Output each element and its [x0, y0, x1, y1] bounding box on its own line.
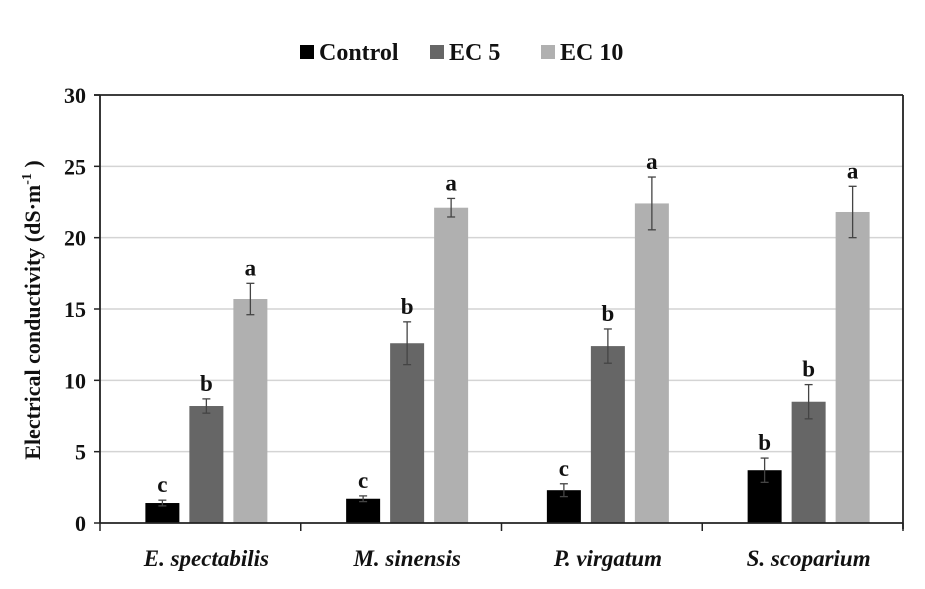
- significance-letter: b: [601, 301, 614, 326]
- bar-ec-10: [233, 299, 268, 523]
- bar-ec-5: [791, 401, 826, 523]
- bar-ec-10: [634, 203, 669, 523]
- legend-label: EC 5: [449, 40, 500, 66]
- bar-ec-10: [434, 207, 469, 523]
- legend-label: EC 10: [560, 40, 623, 66]
- y-tick-label: 15: [64, 297, 86, 322]
- bar-control: [346, 498, 381, 523]
- y-tick-label: 0: [75, 511, 86, 536]
- bar-ec-5: [590, 346, 625, 523]
- y-tick-labels: 0 5 10 15 20 25 30: [64, 83, 86, 536]
- y-tick-label: 25: [64, 154, 86, 179]
- significance-letter: c: [559, 456, 569, 481]
- y-tick-label: 5: [75, 440, 86, 465]
- legend-swatch-ec-10: [541, 45, 555, 59]
- y-tick-label: 30: [64, 83, 86, 108]
- significance-letter: b: [200, 371, 213, 396]
- legend-swatch-ec-5: [430, 45, 444, 59]
- significance-letter: b: [802, 357, 815, 382]
- bars: c b a c b a c b a b b a: [145, 149, 870, 523]
- y-axis-label-suffix: ): [20, 160, 45, 173]
- x-category-label: S. scoparium: [747, 546, 871, 571]
- significance-letter: a: [445, 170, 457, 195]
- x-category-labels: E. spectabilis M. sinensis P. virgatum S. s…: [143, 546, 871, 571]
- x-category-label: E. spectabilis: [143, 546, 269, 571]
- y-axis-label-superscript: -1: [20, 173, 35, 185]
- significance-letter: a: [646, 149, 658, 174]
- x-category-label: P. virgatum: [553, 546, 662, 571]
- y-tick-label: 20: [64, 226, 86, 251]
- y-axis-label: Electrical conductivity (dS·m-1 ): [20, 160, 45, 459]
- significance-letter: a: [847, 158, 859, 183]
- bar-ec-10: [835, 211, 870, 523]
- y-tick-label: 10: [64, 368, 86, 393]
- significance-letter: c: [157, 472, 167, 497]
- x-category-label: M. sinensis: [352, 546, 460, 571]
- legend-label: Control: [319, 40, 399, 66]
- bar-ec-5: [189, 406, 224, 523]
- significance-letter: a: [245, 255, 257, 280]
- significance-letter: b: [758, 430, 771, 455]
- significance-letter: c: [358, 468, 368, 493]
- bar-control: [145, 503, 180, 523]
- bar-ec-5: [390, 343, 425, 523]
- y-axis-label-main: Electrical conductivity (dS·m: [20, 185, 45, 460]
- significance-letter: b: [401, 294, 414, 319]
- legend-swatch-control: [300, 45, 314, 59]
- axes: [94, 94, 904, 531]
- legend: Control EC 5 EC 10: [300, 40, 623, 66]
